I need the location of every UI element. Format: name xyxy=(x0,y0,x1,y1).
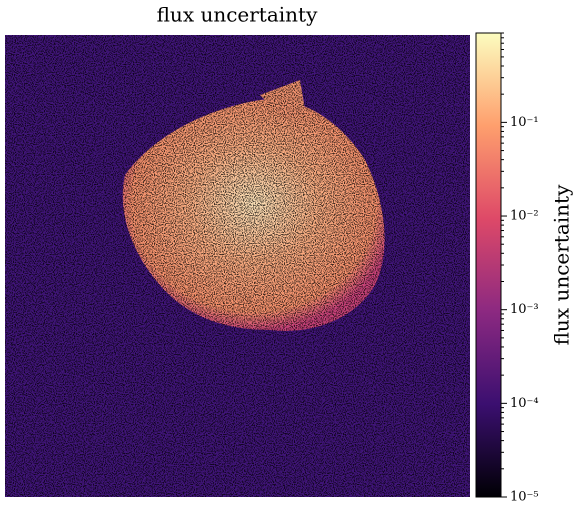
colorbar-label: flux uncertainty xyxy=(550,184,573,345)
chart-title: flux uncertainty xyxy=(157,3,318,27)
colorbar-tick-label: 10⁻⁵ xyxy=(510,490,539,505)
colorbar-tick-label: 10⁻³ xyxy=(510,302,539,317)
colorbar-tick-label: 10⁻¹ xyxy=(510,115,539,130)
image xyxy=(5,35,470,497)
colorbar xyxy=(475,32,502,498)
colorbar-tick-label: 10⁻² xyxy=(510,209,539,224)
colorbar-tick-label: 10⁻⁴ xyxy=(510,396,539,411)
